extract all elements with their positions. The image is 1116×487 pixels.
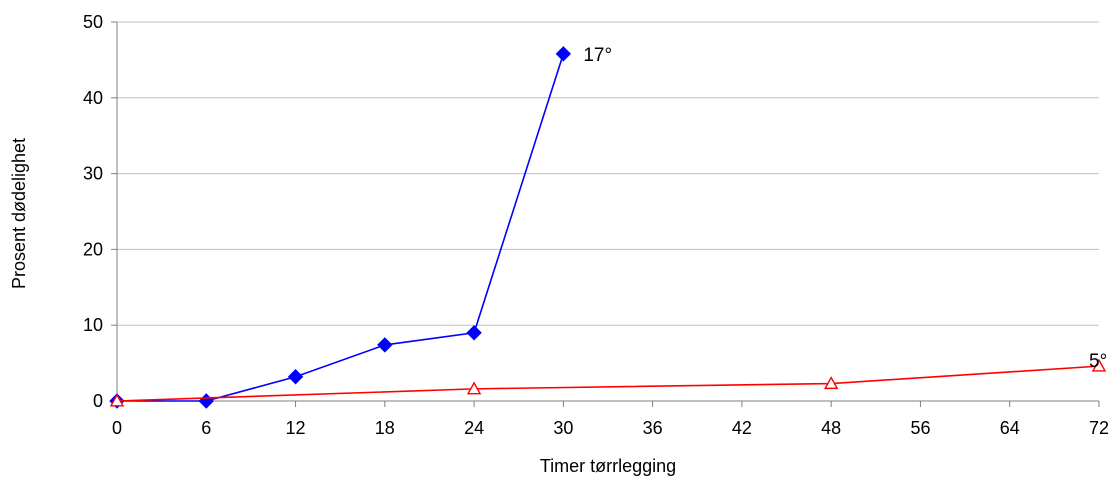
axes-layer: 0 10 20 30 40 50 0 6 12 18 24 30 36 42 48 56 64 72 <box>83 12 1109 438</box>
x-tick-label-72: 72 <box>1089 418 1109 438</box>
series-1: 17° <box>109 45 612 409</box>
y-tick-label-0: 0 <box>93 391 103 411</box>
series-1-point-6 <box>198 393 214 409</box>
series-1-point-30 <box>555 46 572 62</box>
series-label-1: 17° <box>583 45 612 66</box>
series-layer: 17° 5° <box>109 45 1107 409</box>
y-tick-label-10: 10 <box>83 315 103 335</box>
y-tick-label-20: 20 <box>83 239 103 259</box>
series-2-point-48 <box>823 376 839 390</box>
x-tick-label-24: 24 <box>464 418 484 438</box>
x-axis-title: Timer tørrlegging <box>540 456 676 476</box>
y-tick-label-50: 50 <box>83 12 103 32</box>
series-2-point-24 <box>466 381 482 395</box>
x-tick-label-48: 48 <box>821 418 841 438</box>
series-1-point-18 <box>377 337 393 353</box>
series-2: 5° <box>109 351 1107 407</box>
x-tick-label-18: 18 <box>375 418 395 438</box>
series-1-point-24 <box>466 325 482 341</box>
series-2-point-72 <box>1091 358 1107 372</box>
series-2-point-0 <box>109 393 125 407</box>
x-tick-label-56: 56 <box>910 418 930 438</box>
x-tick-label-6: 6 <box>201 418 211 438</box>
grid-layer <box>117 21 1099 326</box>
x-tick-label-42: 42 <box>732 418 752 438</box>
y-axis-title: Prosent dødelighet <box>9 138 29 289</box>
series-1-point-12 <box>287 369 304 385</box>
x-tick-label-12: 12 <box>286 418 306 438</box>
y-tick-label-40: 40 <box>83 88 103 108</box>
series-label-2: 5° <box>1089 351 1107 372</box>
y-tick-label-30: 30 <box>83 164 103 184</box>
series-line-2 <box>116 365 1100 402</box>
series-line-1 <box>117 53 565 402</box>
x-tick-label-30: 30 <box>553 418 573 438</box>
x-tick-label-36: 36 <box>643 418 663 438</box>
x-tick-label-0: 0 <box>112 418 122 438</box>
x-tick-label-64: 64 <box>1000 418 1020 438</box>
